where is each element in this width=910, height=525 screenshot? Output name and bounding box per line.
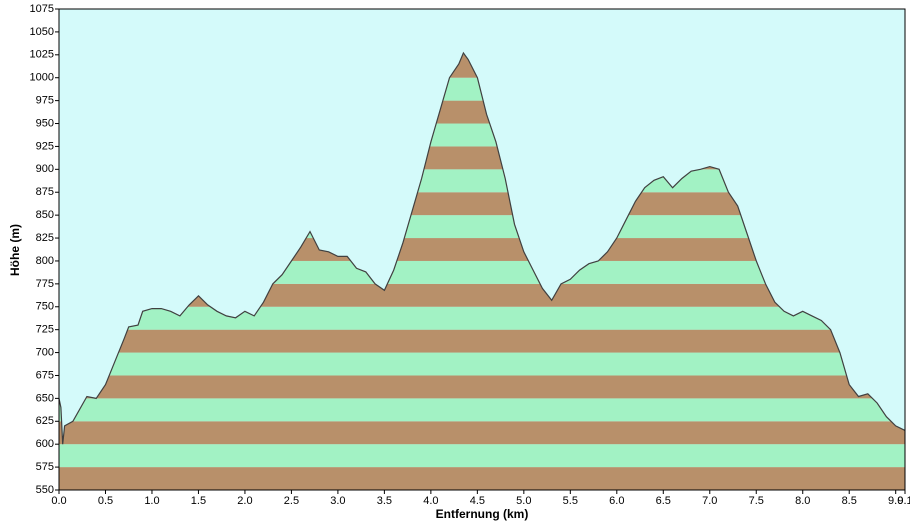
plot-border bbox=[58, 8, 906, 491]
x-tick-label: 6.5 bbox=[656, 495, 671, 507]
x-axis-title: Entfernung (km) bbox=[436, 507, 529, 521]
y-tick-label: 1000 bbox=[30, 72, 54, 84]
y-tick-label: 875 bbox=[36, 186, 54, 198]
x-tick-label: 7.5 bbox=[749, 495, 764, 507]
x-tick-label: 4.5 bbox=[470, 495, 485, 507]
y-tick-label: 775 bbox=[36, 278, 54, 290]
x-tick-label: 2.5 bbox=[284, 495, 299, 507]
elevation-band bbox=[59, 444, 905, 468]
y-tick-label: 650 bbox=[36, 392, 54, 404]
x-tick-label: 0.5 bbox=[98, 495, 113, 507]
y-tick-label: 925 bbox=[36, 140, 54, 152]
elevation-band bbox=[59, 467, 905, 490]
y-tick-label: 600 bbox=[36, 438, 54, 450]
elevation-line bbox=[58, 51, 906, 445]
elevation-band bbox=[59, 306, 905, 330]
y-tick-label: 625 bbox=[36, 415, 54, 427]
x-tick-label: 6.0 bbox=[609, 495, 624, 507]
x-tick-label: 8.5 bbox=[842, 495, 857, 507]
x-tick-label: 5.0 bbox=[516, 495, 531, 507]
x-tick-label: 2.0 bbox=[237, 495, 252, 507]
y-tick-label: 1025 bbox=[30, 49, 54, 61]
y-tick-label: 750 bbox=[36, 301, 54, 313]
y-tick-label: 1050 bbox=[30, 26, 54, 38]
y-tick-label: 1075 bbox=[30, 3, 54, 15]
elevation-band bbox=[59, 398, 905, 422]
y-tick-label: 900 bbox=[36, 163, 54, 175]
y-tick-label: 550 bbox=[36, 484, 54, 496]
y-tick-label: 725 bbox=[36, 324, 54, 336]
y-tick-label: 850 bbox=[36, 209, 54, 221]
elevation-band bbox=[59, 375, 905, 399]
x-tick-label: 1.0 bbox=[144, 495, 159, 507]
y-tick-label: 800 bbox=[36, 255, 54, 267]
x-tick-label: 7.0 bbox=[702, 495, 717, 507]
y-tick-label: 675 bbox=[36, 369, 54, 381]
x-tick-label: 4.0 bbox=[423, 495, 438, 507]
y-tick-label: 575 bbox=[36, 461, 54, 473]
y-tick-label: 825 bbox=[36, 232, 54, 244]
y-axis-title: Höhe (m) bbox=[8, 224, 22, 276]
x-tick-label: 9.0 bbox=[888, 495, 903, 507]
x-tick-label: 5.5 bbox=[563, 495, 578, 507]
elevation-band bbox=[59, 329, 905, 353]
elevation-band bbox=[59, 352, 905, 376]
y-tick-label: 700 bbox=[36, 346, 54, 358]
x-tick-label: 3.5 bbox=[377, 495, 392, 507]
x-tick-label: 1.5 bbox=[191, 495, 206, 507]
x-tick-label: 3.0 bbox=[330, 495, 345, 507]
x-tick-label: 8.0 bbox=[795, 495, 810, 507]
elevation-band bbox=[59, 421, 905, 445]
y-tick-label: 975 bbox=[36, 95, 54, 107]
x-tick-label: 0.0 bbox=[51, 495, 66, 507]
x-tick-label: 9.1 bbox=[897, 495, 910, 507]
y-tick-label: 950 bbox=[36, 117, 54, 129]
